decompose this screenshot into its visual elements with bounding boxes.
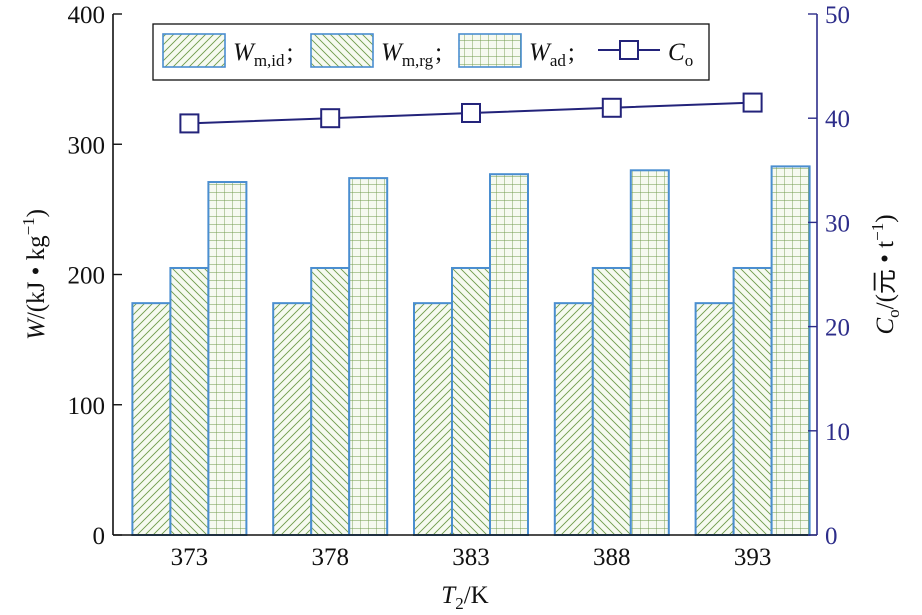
y-left-tick-label: 100 — [68, 393, 106, 420]
legend-label-w-ad: Wad; — [529, 39, 575, 70]
bar-w-ad-393 — [770, 165, 811, 537]
bar-w-ad-388 — [629, 169, 670, 537]
y-left-tick-label: 0 — [93, 523, 106, 550]
y-right-tick-label: 10 — [825, 419, 850, 446]
y-left-tick-label: 300 — [68, 132, 106, 159]
x-tick-label: 373 — [171, 544, 209, 571]
bar-w-m-rg-393 — [732, 266, 773, 536]
x-axis-title: T2/K — [441, 582, 488, 613]
bar-w-ad-378 — [348, 177, 389, 537]
x-tick-label: 388 — [593, 544, 631, 571]
x-tick-label: 393 — [734, 544, 772, 571]
point-c-o-393 — [742, 92, 763, 113]
bar-w-m-rg-388 — [591, 266, 632, 536]
bar-w-m-id-378 — [272, 302, 313, 536]
bar-w-m-id-388 — [553, 302, 594, 536]
bar-w-ad-383 — [489, 173, 529, 537]
legend: Wm,id; Wm,rg; Wad; Co — [152, 23, 710, 81]
bar-w-m-rg-378 — [310, 266, 351, 536]
legend-marker-c-o — [619, 40, 639, 60]
bar-w-m-id-393 — [694, 302, 735, 536]
y-right-tick-label: 40 — [825, 106, 850, 133]
y-right-tick-label: 20 — [825, 315, 850, 342]
legend-swatch-w-m-id — [162, 33, 226, 68]
point-c-o-373 — [179, 113, 200, 134]
legend-swatch-w-ad — [458, 33, 522, 68]
legend-box — [152, 23, 710, 81]
y-right-axis-title: Co/(元 • t−1) — [868, 214, 903, 334]
bar-w-m-rg-383 — [451, 266, 491, 536]
legend-label-w-m-rg: Wm,rg; — [381, 39, 442, 70]
point-c-o-388 — [601, 97, 622, 118]
bar-w-ad-373 — [207, 181, 248, 537]
x-tick-label: 383 — [452, 544, 490, 571]
point-c-o-378 — [320, 108, 341, 129]
y-left-tick-label: 200 — [68, 263, 106, 290]
legend-swatch-w-m-rg — [310, 33, 374, 68]
bar-w-m-rg-373 — [169, 266, 210, 536]
y-right-tick-label: 30 — [825, 210, 850, 237]
y-left-axis-title: W/(kJ • kg−1) — [19, 209, 50, 340]
legend-label-w-m-id: Wm,id; — [233, 39, 293, 70]
y-right-tick-label: 0 — [825, 523, 838, 550]
y-right-tick-label: 50 — [825, 2, 850, 29]
bar-w-m-id-373 — [131, 302, 172, 536]
point-c-o-383 — [461, 102, 481, 123]
legend-label-c-o: Co — [668, 39, 693, 70]
bar-w-m-id-383 — [413, 302, 453, 536]
x-tick-label: 378 — [311, 544, 349, 571]
y-left-tick-label: 400 — [68, 2, 106, 29]
